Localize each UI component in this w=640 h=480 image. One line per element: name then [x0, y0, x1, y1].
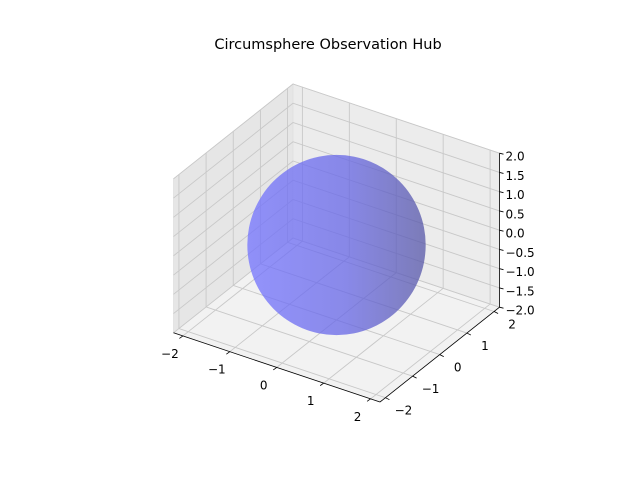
x-tick-1: [226, 351, 231, 355]
z-tick-label-4: 0.0: [506, 227, 525, 241]
x-tick-2: [273, 367, 277, 371]
z-gridline-5: [173, 141, 500, 237]
z-tick-1: [499, 287, 504, 290]
z-tick-label-6: 1.0: [506, 188, 525, 202]
y-tick-label-1: −1: [422, 382, 440, 396]
z-tick-4: [499, 229, 504, 232]
x-tick-label-2: 0: [260, 378, 268, 392]
y-tick-1: [412, 375, 417, 379]
z-gridline-6: [173, 121, 500, 218]
x-tick-label-4: 2: [354, 410, 362, 424]
y-tick-4: [493, 311, 499, 314]
x-tick-label-1: −1: [208, 363, 226, 377]
z-tick-label-2: −1.0: [506, 265, 535, 279]
z-tick-5: [499, 210, 504, 213]
z-gridline-7: [173, 102, 500, 199]
y-tick-label-0: −2: [395, 404, 413, 418]
y-tick-3: [466, 332, 472, 336]
z-tick-label-5: 0.5: [506, 207, 525, 221]
y-tick-label-3: 1: [481, 339, 489, 353]
z-tick-label-1: −1.5: [506, 284, 535, 298]
y-tick-label-2: 0: [454, 361, 462, 375]
y-tick-label-4: 2: [508, 318, 516, 332]
z-tick-3: [499, 249, 504, 251]
z-tick-label-3: −0.5: [506, 246, 535, 260]
x-tick-3: [319, 382, 324, 386]
z-gridline-8: [173, 83, 500, 180]
z-tick-0: [499, 306, 504, 309]
z-tick-6: [499, 191, 504, 194]
z-gridline-4: [173, 160, 500, 257]
x-tick-0: [179, 335, 184, 339]
x-tick-label-3: 1: [307, 394, 315, 408]
z-tick-2: [499, 268, 504, 271]
y-tick-0: [385, 397, 390, 401]
z-tick-7: [499, 172, 504, 174]
z-tick-8: [499, 152, 504, 155]
y-tick-2: [439, 354, 444, 357]
chart-title: Circumsphere Observation Hub: [214, 37, 441, 53]
z-tick-label-0: −2.0: [506, 304, 535, 318]
sphere-surface: [247, 154, 426, 336]
z-tick-label-8: 2.0: [506, 150, 525, 164]
x-tick-label-0: −2: [161, 347, 179, 361]
x-tick-4: [366, 398, 371, 402]
z-tick-label-7: 1.5: [506, 169, 525, 183]
